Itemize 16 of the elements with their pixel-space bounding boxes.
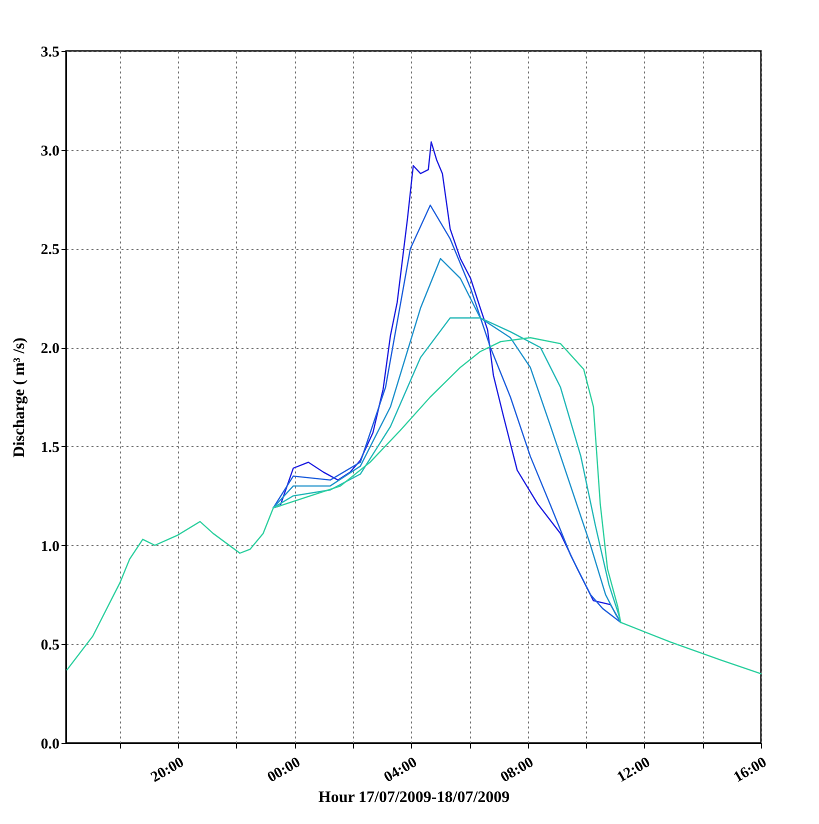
y-tick-label: 3.0 [40,143,60,160]
y-tick-label: 1.0 [40,538,60,555]
x-tick-label: 12:00 [614,754,653,786]
x-tick-label: 00:00 [264,754,304,786]
y-tick-label: 2.0 [40,341,60,358]
x-tick-label: 16:00 [731,754,770,786]
y-tick-label: 2.5 [40,242,60,258]
y-tick-label: 1.5 [40,440,60,456]
y-tick-label: 0.0 [40,736,60,752]
x-tick-label: 04:00 [382,754,420,786]
x-tick-label: 20:00 [148,754,187,786]
y-tick-label: 0.5 [40,638,60,654]
x-tick-label: 08:00 [498,754,536,786]
y-axis-title: Discharge ( m³ /s) [10,338,28,458]
x-axis-title: Hour 17/07/2009-18/07/2009 [318,788,510,806]
y-tick-label: 3.5 [40,44,60,60]
